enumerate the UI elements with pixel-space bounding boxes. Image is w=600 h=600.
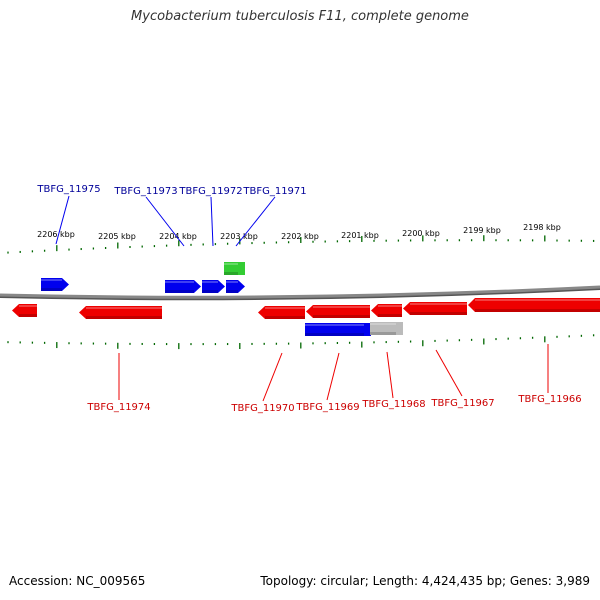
reverse-gene-arrow [79,306,162,319]
gene-label: TBFG_11973 [113,186,177,197]
gene-label: TBFG_11975 [36,184,100,195]
accession-text: Accession: NC_009565 [9,574,146,588]
gene-label-leader [262,352,283,402]
forward-gene-arrow [41,278,69,291]
scale-label: 2201 kbp [341,231,379,240]
gene-label: TBFG_11971 [242,186,306,197]
forward-gene-box [305,323,371,336]
backbone-line [0,285,600,299]
pseudo-gene-box [370,322,403,335]
reverse-gene-arrow [403,302,467,315]
reverse-gene-arrow [371,304,402,317]
gene-label-leader [326,352,340,401]
gene-label-leader [55,195,70,245]
gene-label: TBFG_11970 [230,403,294,414]
scale-label: 2203 kbp [220,232,258,241]
scale-label: 2198 kbp [523,223,561,232]
gene-label: TBFG_11967 [430,398,494,409]
scale-label: 2205 kbp [98,232,136,241]
gene-label: TBFG_11966 [517,394,581,405]
gene-label-leader [235,196,276,247]
scale-label: 2204 kbp [159,232,197,241]
forward-gene-arrow [226,280,245,293]
scale-label: 2206 kbp [37,230,75,239]
reverse-gene-arrow [468,298,600,312]
forward-gene-arrow [202,280,225,293]
gene-label-leader [210,196,214,247]
reverse-gene-arrow [12,304,37,317]
gene-label: TBFG_11968 [361,399,425,410]
gene-label-leader [145,196,185,247]
topology-summary: Topology: circular; Length: 4,424,435 bp… [260,574,590,588]
gene-label: TBFG_11972 [178,186,242,197]
scale-label: 2199 kbp [463,226,501,235]
gene-label: TBFG_11974 [86,402,150,413]
reverse-gene-arrow [306,305,370,318]
gene-label: TBFG_11969 [295,402,359,413]
gene-label-leader [386,351,394,399]
map-title: Mycobacterium tuberculosis F11, complete… [131,9,469,24]
scale-label: 2202 kbp [281,232,319,241]
forward-gene-arrow [165,280,201,293]
reverse-gene-arrow [258,306,305,319]
rna-gene-box [224,262,245,275]
gene-label-leader [435,349,463,397]
scale-label: 2200 kbp [402,229,440,238]
